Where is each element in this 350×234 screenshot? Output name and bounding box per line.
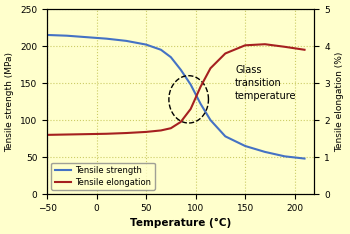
Tensile strength: [169, 56, 173, 58]
Tensile elongation: [124, 132, 128, 134]
Tensile elongation: [223, 52, 228, 55]
Tensile strength: [282, 155, 287, 158]
Tensile strength: [223, 135, 228, 138]
Tensile strength: [189, 83, 193, 86]
Tensile elongation: [169, 127, 173, 130]
Line: Tensile strength: Tensile strength: [47, 35, 304, 159]
Tensile elongation: [208, 67, 212, 70]
Tensile strength: [178, 68, 183, 71]
Tensile elongation: [104, 132, 108, 135]
Tensile elongation: [263, 43, 267, 46]
Tensile strength: [302, 157, 307, 160]
Tensile strength: [104, 37, 108, 40]
Tensile elongation: [65, 133, 69, 136]
Tensile strength: [144, 43, 148, 46]
Y-axis label: Tensile strength (MPa): Tensile strength (MPa): [6, 51, 15, 152]
Tensile strength: [124, 40, 128, 42]
Tensile elongation: [159, 129, 163, 132]
X-axis label: Temperature (°C): Temperature (°C): [130, 218, 231, 228]
Tensile strength: [198, 102, 203, 105]
Tensile strength: [263, 150, 267, 153]
Tensile elongation: [178, 121, 183, 123]
Tensile strength: [45, 33, 49, 36]
Tensile strength: [208, 119, 212, 121]
Legend: Tensile strength, Tensile elongation: Tensile strength, Tensile elongation: [51, 163, 155, 190]
Tensile elongation: [282, 45, 287, 48]
Tensile elongation: [243, 44, 247, 47]
Tensile elongation: [45, 133, 49, 136]
Line: Tensile elongation: Tensile elongation: [47, 44, 304, 135]
Tensile strength: [65, 34, 69, 37]
Tensile strength: [159, 48, 163, 51]
Tensile elongation: [85, 133, 89, 135]
Tensile strength: [85, 36, 89, 39]
Y-axis label: Tensile elongation (%): Tensile elongation (%): [335, 51, 344, 152]
Tensile elongation: [189, 108, 193, 110]
Tensile elongation: [144, 131, 148, 133]
Tensile elongation: [198, 85, 203, 88]
Tensile strength: [243, 145, 247, 147]
Tensile elongation: [302, 48, 307, 51]
Text: Glass
transition
temperature: Glass transition temperature: [235, 65, 297, 101]
